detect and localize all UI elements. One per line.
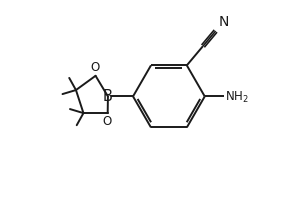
Text: B: B: [103, 89, 113, 104]
Text: O: O: [90, 61, 99, 74]
Text: N: N: [218, 15, 229, 29]
Text: O: O: [102, 115, 111, 128]
Text: NH$_2$: NH$_2$: [225, 90, 249, 105]
